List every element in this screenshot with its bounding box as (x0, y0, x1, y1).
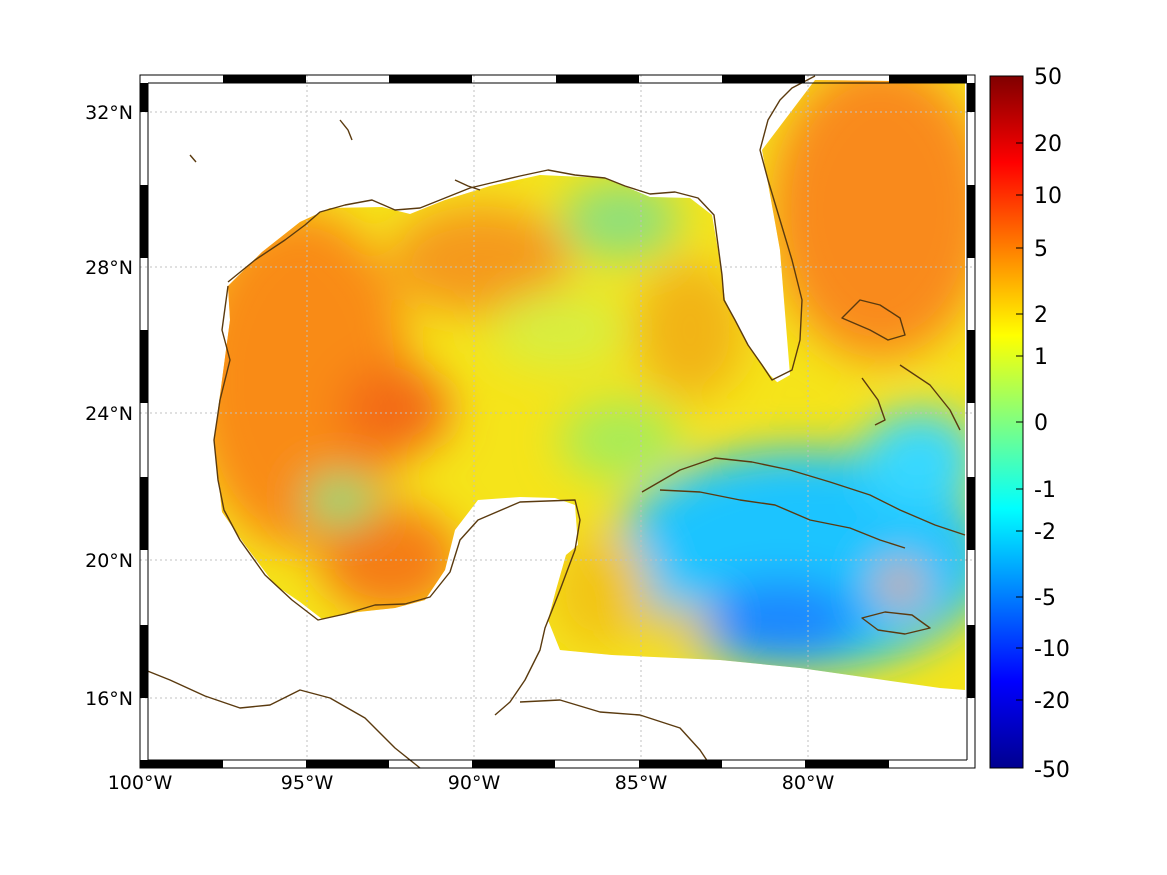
western-gulf-blob (214, 210, 410, 550)
y-tick-label: 32°N (85, 102, 133, 124)
colorbar-tick-label: 20 (1034, 132, 1062, 157)
x-tick-label: 85°W (615, 772, 668, 794)
colorbar-tick-label: -5 (1034, 586, 1056, 611)
colorbar-tick-label: -20 (1034, 689, 1070, 714)
colorbar-tick-label: 5 (1034, 237, 1048, 262)
y-axis-labels: 32°N 28°N 24°N 20°N 16°N (85, 102, 133, 710)
x-tick-label: 90°W (448, 772, 501, 794)
colorbar-tick-label: 2 (1034, 303, 1048, 328)
data-field (214, 80, 965, 690)
colorbar-tick-label: 50 (1034, 65, 1062, 90)
x-tick-label: 80°W (782, 772, 835, 794)
colorbar-tick-label: 1 (1034, 345, 1048, 370)
florida-east-blob (770, 80, 965, 360)
colorbar-tick-label: -2 (1034, 520, 1056, 545)
y-tick-label: 20°N (85, 550, 133, 572)
colorbar-tick-label: 10 (1034, 184, 1062, 209)
colorbar-tick-label: -10 (1034, 637, 1070, 662)
colorbar-tick-label: -1 (1034, 478, 1056, 503)
y-tick-label: 28°N (85, 257, 133, 279)
x-tick-label: 100°W (108, 772, 173, 794)
coastline (139, 75, 966, 769)
x-axis-labels: 100°W 95°W 90°W 85°W 80°W (108, 772, 835, 794)
y-tick-label: 16°N (85, 688, 133, 710)
colorbar-tick-label: -50 (1034, 758, 1070, 783)
colorbar: 50 20 10 5 2 1 0 -1 -2 -5 -10 -20 -50 (989, 65, 1070, 783)
colorbar-tick-label: 0 (1034, 411, 1048, 436)
map-frame (139, 74, 976, 769)
y-tick-label: 24°N (85, 403, 133, 425)
x-tick-label: 95°W (281, 772, 334, 794)
